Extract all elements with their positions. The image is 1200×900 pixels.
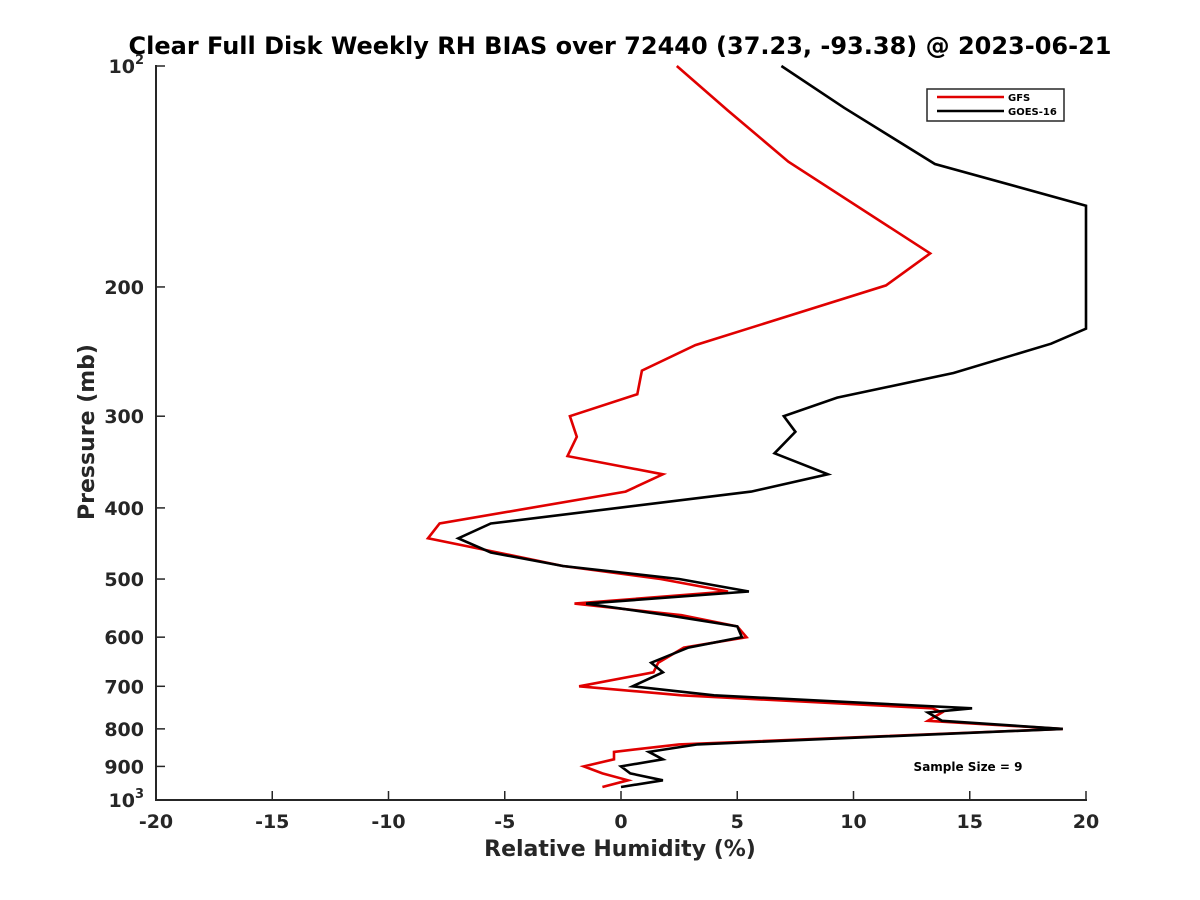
y-tick-label: 300 [104, 406, 144, 428]
y-tick-label: 400 [104, 498, 144, 520]
legend-label-gfs: GFS [1008, 93, 1030, 104]
y-tick-label: 102 [109, 53, 145, 78]
legend-box [926, 88, 1065, 122]
x-tick-label: -20 [139, 811, 173, 833]
x-tick-label: 10 [840, 811, 866, 833]
x-tick-label: -15 [255, 811, 289, 833]
x-tick-label: 5 [731, 811, 744, 833]
x-tick-label: 15 [957, 811, 983, 833]
x-tick-label: 20 [1073, 811, 1099, 833]
x-ticks: -20 -15 -10 -5 0 5 10 15 20 [139, 791, 1099, 833]
y-ticks: 102 200 300 400 500 600 700 800 900 103 [104, 53, 165, 812]
sample-size-annotation: Sample Size = 9 [914, 760, 1023, 774]
legend-label-goes16: GOES-16 [1008, 107, 1057, 118]
y-tick-label: 600 [104, 627, 144, 649]
y-tick-label: 800 [104, 719, 144, 741]
x-tick-label: -10 [371, 811, 405, 833]
plot-area: -20 -15 -10 -5 0 5 10 15 20 102 200 300 400 500 600 70… [104, 53, 1099, 833]
legend: GFS GOES-16 [926, 88, 1065, 122]
series-line-goes16 [455, 64, 1088, 789]
y-tick-label: 500 [104, 569, 144, 591]
x-tick-label: 0 [614, 811, 627, 833]
y-tick-label: 700 [104, 676, 144, 698]
y-tick-label: 900 [104, 756, 144, 778]
x-tick-label: -5 [494, 811, 515, 833]
chart-title: Clear Full Disk Weekly RH BIAS over 7244… [129, 32, 1112, 60]
y-axis-label: Pressure (mb) [75, 344, 100, 520]
y-tick-label: 103 [109, 787, 145, 812]
y-tick-label: 200 [104, 277, 144, 299]
x-axis-label: Relative Humidity (%) [484, 837, 756, 862]
series-lines [425, 64, 1088, 789]
